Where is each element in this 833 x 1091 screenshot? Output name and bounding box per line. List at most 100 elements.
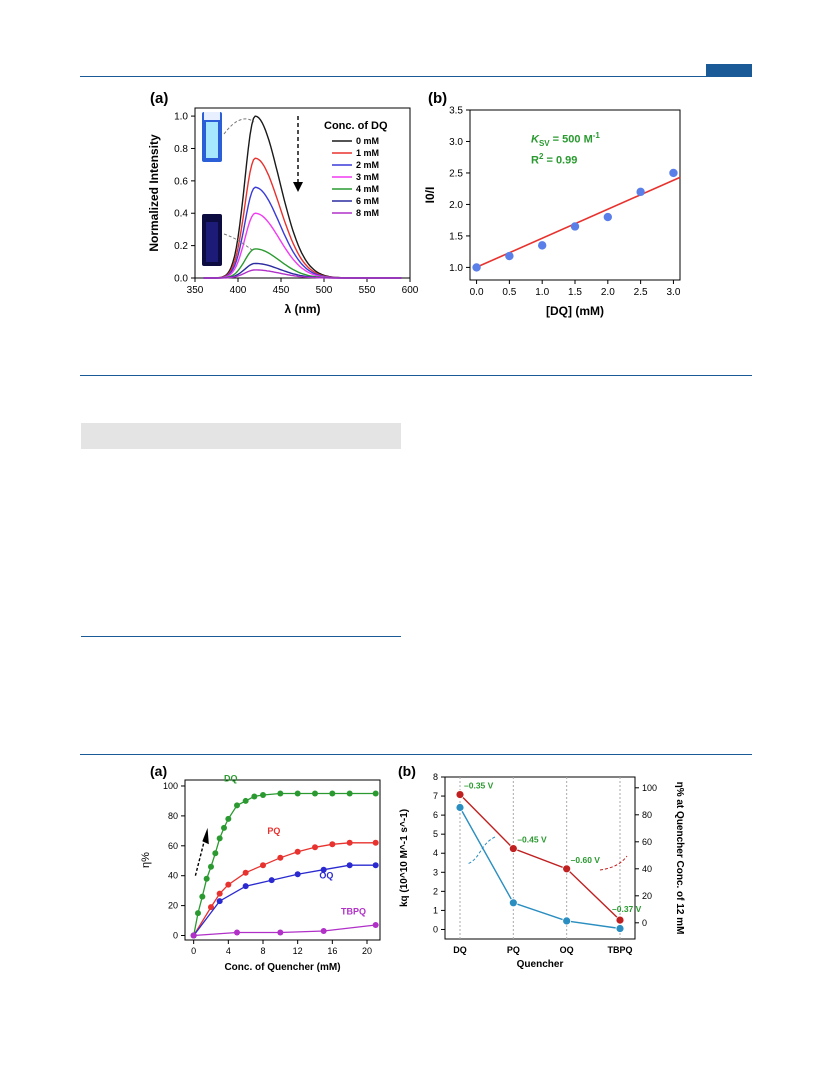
series-point-DQ xyxy=(277,790,284,797)
series-point-1 xyxy=(562,864,572,874)
series-point-TBPQ xyxy=(190,932,197,939)
series-label-PQ: PQ xyxy=(267,826,280,836)
series-point-OQ xyxy=(320,866,327,873)
y-left-tick-label: 3 xyxy=(433,867,438,877)
vial-pointer-bottom xyxy=(223,233,253,251)
x-tick-label: 3.0 xyxy=(666,287,680,298)
legend-label-0: 0 mM xyxy=(356,136,379,146)
x-tick-label: 4 xyxy=(226,946,231,956)
series-point-DQ xyxy=(242,797,249,804)
x-tick-label: 1.0 xyxy=(535,287,549,298)
y-tick-label: 60 xyxy=(168,841,178,851)
y-right-tick-label: 100 xyxy=(642,783,657,793)
series-line-TBPQ xyxy=(193,924,376,937)
series-point-DQ xyxy=(329,790,336,797)
potential-label-2: –0.60 V xyxy=(571,855,601,865)
x-tick-label: 2.0 xyxy=(601,287,615,298)
series-point-1 xyxy=(455,790,465,799)
plot-frame xyxy=(444,776,636,940)
legend-label-4: 4 mM xyxy=(356,184,379,194)
x-tick-label: 400 xyxy=(230,285,247,296)
x-axis-label: λ (nm) xyxy=(285,302,321,316)
series-point-PQ xyxy=(242,869,249,876)
y-left-tick-label: 6 xyxy=(433,810,438,820)
series-point-TBPQ xyxy=(320,928,327,935)
x-tick-label: 600 xyxy=(402,285,419,296)
y-left-tick-label: 2 xyxy=(433,886,438,896)
x-tick-label: 20 xyxy=(362,946,372,956)
x-tick-label: TBPQ xyxy=(607,945,632,955)
series-point-0 xyxy=(562,916,572,926)
y-axis-label: I0/I xyxy=(423,187,437,204)
series-point-DQ xyxy=(372,790,379,797)
y-tick-label: 2.0 xyxy=(449,200,463,211)
y-right-tick-label: 40 xyxy=(642,864,652,874)
fig1b-panel-label: (b) xyxy=(428,90,448,107)
y-axis-label: η% xyxy=(140,852,152,868)
vial-dim xyxy=(206,222,218,262)
ksv-symbol: K xyxy=(531,133,539,146)
x-axis-label: Quencher xyxy=(517,959,564,970)
x-tick-label: 0.0 xyxy=(470,287,484,298)
potential-label-3: –0.37 V xyxy=(612,904,642,914)
y-right-tick-label: 0 xyxy=(642,918,647,928)
series-point-OQ xyxy=(372,862,379,869)
series-point-PQ xyxy=(225,881,232,888)
series-point-TBPQ xyxy=(234,929,240,936)
ksv-value: = 500 M xyxy=(549,133,593,146)
y-tick-label: 80 xyxy=(168,811,178,821)
data-point-2 xyxy=(537,241,547,250)
y-tick-label: 0.0 xyxy=(174,274,188,285)
y-left-tick-label: 7 xyxy=(433,791,438,801)
fig2a-chart: 0 4 8 12 16 20 0 20 40 60 80 100 Conc. of Quencher (… xyxy=(140,773,381,973)
x-tick-label: 16 xyxy=(327,946,337,956)
x-tick-label: 350 xyxy=(187,285,204,296)
series-point-DQ xyxy=(216,835,223,842)
ksv-subscript: SV xyxy=(538,138,550,148)
series-point-DQ xyxy=(225,815,232,822)
r2-sup: 2 xyxy=(538,151,544,161)
x-tick-label: 0 xyxy=(191,946,196,956)
x-tick-label: 1.5 xyxy=(568,287,582,298)
data-point-1 xyxy=(505,251,514,261)
vial-cap-bright xyxy=(204,112,220,120)
series-point-PQ xyxy=(312,844,318,851)
series-label-OQ: OQ xyxy=(319,871,333,881)
series-line-0 xyxy=(459,807,621,930)
r2-symbol: R xyxy=(531,154,539,167)
y-tick-label: 1.0 xyxy=(174,112,188,123)
series-point-1 xyxy=(508,844,518,853)
series-point-PQ xyxy=(260,862,266,869)
table-bottom-rule xyxy=(81,636,401,637)
y-right-axis-label: η% at Quencher Conc. of 12 mM xyxy=(674,782,685,935)
fig2a-panel-label: (a) xyxy=(150,763,168,779)
series-point-TBPQ xyxy=(277,929,284,936)
series-point-PQ xyxy=(208,904,214,911)
series-point-OQ xyxy=(268,877,275,884)
y-left-axis-label: kq (10^10 M^-1 s^-1) xyxy=(399,809,410,907)
y-tick-label: 20 xyxy=(168,901,178,911)
r2-value: = 0.99 xyxy=(543,154,578,167)
y-tick-label: 1.5 xyxy=(449,231,463,242)
y-tick-label: 0.4 xyxy=(174,209,188,220)
fig1a-panel-label: (a) xyxy=(150,90,169,107)
data-point-5 xyxy=(636,187,645,197)
series-point-TBPQ xyxy=(372,922,379,929)
spectrum-line-6 xyxy=(203,269,402,279)
y-left-tick-label: 8 xyxy=(433,772,438,782)
data-point-6 xyxy=(669,168,678,178)
series-point-PQ xyxy=(346,839,353,846)
series-point-DQ xyxy=(260,791,266,798)
y-right-tick-label: 80 xyxy=(642,810,652,820)
series-point-DQ xyxy=(251,793,258,800)
vial-glow xyxy=(206,122,218,158)
ksv-unit-sup: -1 xyxy=(592,131,600,140)
series-point-DQ xyxy=(312,790,318,797)
potential-label-0: –0.35 V xyxy=(464,781,494,791)
series-point-DQ xyxy=(195,910,201,917)
fig1b-chart: 0.0 0.5 1.0 1.5 2.0 2.5 3.0 1.0 1.5 2.0 2.5 3.0 3.5 [… xyxy=(423,106,681,319)
series-point-DQ xyxy=(208,863,214,870)
series-point-DQ xyxy=(346,790,353,797)
fig2b-panel-label: (b) xyxy=(398,763,416,779)
y-right-tick-label: 20 xyxy=(642,891,652,901)
